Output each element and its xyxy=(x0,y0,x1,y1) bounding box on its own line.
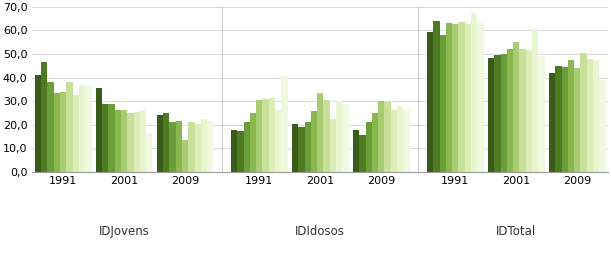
Bar xyxy=(250,113,256,172)
Bar xyxy=(365,123,371,172)
Bar xyxy=(188,123,194,172)
Bar xyxy=(336,101,342,172)
Bar xyxy=(298,127,304,172)
Bar xyxy=(549,73,555,172)
Bar xyxy=(85,86,92,172)
Bar xyxy=(587,59,593,172)
Bar xyxy=(439,35,446,172)
Bar xyxy=(269,98,275,172)
Bar xyxy=(397,106,403,172)
Bar xyxy=(403,109,409,172)
Bar xyxy=(390,109,397,172)
Bar xyxy=(593,60,599,172)
Bar xyxy=(127,113,134,172)
Text: IDJovens: IDJovens xyxy=(99,225,150,238)
Text: IDIdosos: IDIdosos xyxy=(295,225,345,238)
Bar xyxy=(109,104,115,172)
Bar xyxy=(494,55,500,172)
Bar xyxy=(281,76,288,172)
Text: IDTotal: IDTotal xyxy=(496,225,536,238)
Bar xyxy=(79,85,85,172)
Bar xyxy=(102,104,109,172)
Bar xyxy=(568,60,574,172)
Bar xyxy=(317,93,323,172)
Bar xyxy=(157,115,163,172)
Bar xyxy=(525,50,532,172)
Bar xyxy=(507,49,513,172)
Bar xyxy=(513,42,519,172)
Bar xyxy=(41,62,48,172)
Bar xyxy=(60,92,67,172)
Bar xyxy=(207,121,213,172)
Bar xyxy=(488,58,494,172)
Bar xyxy=(140,109,146,172)
Bar xyxy=(304,123,311,172)
Bar xyxy=(599,80,606,172)
Bar xyxy=(519,49,525,172)
Bar xyxy=(244,123,250,172)
Bar xyxy=(378,101,384,172)
Bar xyxy=(311,111,317,172)
Bar xyxy=(163,113,169,172)
Bar xyxy=(54,93,60,172)
Bar xyxy=(323,100,330,172)
Bar xyxy=(477,23,484,172)
Bar xyxy=(433,21,439,172)
Bar xyxy=(359,135,365,172)
Bar xyxy=(201,119,207,172)
Bar xyxy=(371,113,378,172)
Bar xyxy=(67,82,73,172)
Bar xyxy=(262,99,269,172)
Bar xyxy=(275,109,281,172)
Bar xyxy=(115,109,121,172)
Bar xyxy=(121,109,127,172)
Bar xyxy=(471,13,477,172)
Bar xyxy=(384,103,390,172)
Bar xyxy=(562,67,568,172)
Bar xyxy=(452,25,458,172)
Bar xyxy=(427,32,433,172)
Bar xyxy=(465,25,471,172)
Bar xyxy=(353,129,359,172)
Bar xyxy=(330,119,336,172)
Bar xyxy=(256,100,262,172)
Bar xyxy=(237,131,244,172)
Bar xyxy=(538,56,544,172)
Bar xyxy=(96,88,102,172)
Bar xyxy=(169,123,176,172)
Bar xyxy=(446,23,452,172)
Bar xyxy=(231,129,237,172)
Bar xyxy=(194,124,201,172)
Bar xyxy=(500,54,507,172)
Bar xyxy=(532,29,538,172)
Bar xyxy=(176,121,182,172)
Bar xyxy=(182,140,188,172)
Bar xyxy=(134,112,140,172)
Bar xyxy=(580,53,587,172)
Bar xyxy=(35,75,41,172)
Bar xyxy=(555,66,562,172)
Bar xyxy=(146,133,153,172)
Bar xyxy=(48,82,54,172)
Bar xyxy=(73,95,79,172)
Bar xyxy=(574,68,580,172)
Bar xyxy=(342,104,348,172)
Bar xyxy=(458,22,465,172)
Bar xyxy=(292,124,298,172)
